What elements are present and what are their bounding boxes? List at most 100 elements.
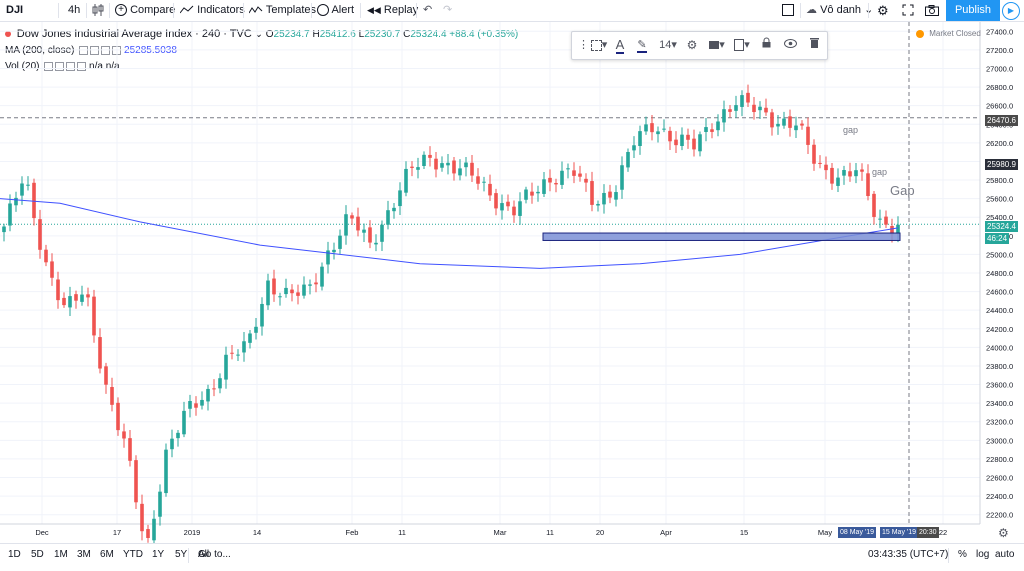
range-button[interactable]: 5D	[31, 549, 44, 560]
play-icon[interactable]: ▶	[1002, 2, 1020, 20]
line-style-button[interactable]: ▾	[588, 37, 610, 53]
publish-button[interactable]: Publish	[946, 0, 1000, 21]
candle-body	[800, 123, 804, 126]
price-tick-label: 22200.0	[986, 511, 1013, 520]
candle-body	[674, 139, 678, 146]
candle-body	[368, 227, 372, 243]
legend-controls[interactable]	[77, 45, 122, 56]
compare-label: Compare	[130, 4, 176, 16]
candle-body	[836, 177, 840, 186]
indicators-icon	[179, 5, 194, 14]
candle-body	[842, 170, 846, 176]
market-status-label: Market Closed	[929, 29, 981, 38]
compare-button[interactable]: + Compare	[115, 0, 175, 21]
candle-body	[140, 503, 144, 532]
candle-body	[218, 378, 222, 389]
candle-body	[344, 214, 348, 236]
alarm-clock-icon	[317, 4, 329, 17]
fullscreen-toggle[interactable]	[782, 0, 794, 21]
alert-button[interactable]: Alert	[317, 0, 354, 21]
candle-body	[284, 287, 288, 295]
visibility-icon[interactable]	[782, 37, 798, 53]
candle-body	[452, 160, 456, 174]
layout-menu-button[interactable]: ☁ Vô danh ⌄	[806, 0, 873, 21]
price-tick-label: 23000.0	[986, 436, 1013, 445]
price-tick-label: 27400.0	[986, 27, 1013, 36]
price-tick-label: 25600.0	[986, 195, 1013, 204]
clock-display[interactable]: 03:43:35 (UTC+7)	[868, 549, 949, 560]
support-zone-rectangle[interactable]	[542, 232, 901, 241]
candle-body	[686, 134, 690, 140]
lock-icon[interactable]	[758, 37, 774, 53]
candle-body	[188, 401, 192, 409]
candle-body	[266, 280, 270, 306]
camera-icon[interactable]	[925, 0, 939, 21]
time-tick-label: 2019	[184, 528, 201, 537]
settings-icon[interactable]: ⚙	[686, 38, 698, 52]
candle-body	[776, 123, 780, 127]
candle-body	[746, 92, 750, 103]
candle-body	[314, 282, 318, 285]
templates-button[interactable]: Templates	[248, 0, 316, 21]
candle-body	[698, 134, 702, 152]
legend-controls[interactable]	[42, 61, 87, 72]
candle-body	[872, 193, 876, 217]
candle-body	[80, 294, 84, 302]
candle-body	[8, 203, 12, 226]
candle-body	[38, 219, 42, 250]
indicators-button[interactable]: Indicators	[179, 0, 245, 21]
toolbar-divider	[86, 3, 87, 18]
range-button[interactable]: 1M	[54, 549, 68, 560]
price-tick-label: 22800.0	[986, 455, 1013, 464]
redo-icon[interactable]: ↷	[443, 4, 453, 16]
candle-body	[182, 410, 186, 435]
candle-body	[440, 163, 444, 168]
legend-high: 25412.6	[319, 29, 356, 40]
range-button[interactable]: 1Y	[152, 549, 165, 560]
candle-body	[98, 337, 102, 369]
candle-body	[350, 215, 354, 219]
font-size-dropdown[interactable]: 14▾	[659, 39, 677, 51]
clone-button[interactable]: ▾	[731, 37, 753, 53]
candle-body	[464, 162, 468, 168]
undo-icon[interactable]: ↶	[423, 4, 433, 16]
range-button[interactable]: 1D	[8, 549, 21, 560]
candle-body	[728, 109, 732, 112]
toolbar-divider	[868, 3, 869, 18]
clone-icon	[734, 39, 745, 52]
text-color-button[interactable]: A	[610, 37, 630, 54]
toolbar-divider	[360, 3, 361, 18]
range-button[interactable]: 6M	[100, 549, 114, 560]
interval-button[interactable]: 4h	[68, 4, 81, 16]
price-tick-label: 24200.0	[986, 325, 1013, 334]
candles-layer	[2, 84, 900, 548]
candle-body	[548, 177, 552, 183]
chart-type-button[interactable]	[92, 0, 104, 21]
trash-icon[interactable]	[806, 37, 822, 53]
goto-button[interactable]: Go to...	[198, 549, 231, 560]
replay-button[interactable]: ◀◀ Replay	[367, 0, 418, 21]
range-button[interactable]: YTD	[123, 549, 143, 560]
candle-body	[290, 289, 294, 294]
range-button[interactable]: All	[198, 549, 210, 560]
gear-icon[interactable]: ⚙	[877, 3, 889, 18]
expand-icon[interactable]	[902, 0, 914, 21]
line-color-button[interactable]: ✎	[632, 37, 652, 53]
range-button[interactable]: 3M	[77, 549, 91, 560]
range-button[interactable]: 5Y	[175, 549, 188, 560]
candle-body	[794, 125, 798, 131]
auto-scale-toggle[interactable]: auto	[995, 549, 1015, 560]
candle-body	[812, 144, 816, 164]
drag-handle-icon[interactable]: ⋮	[578, 39, 589, 51]
chart-settings-gear-icon[interactable]: ⚙	[998, 526, 1009, 540]
time-tick-label: 17	[113, 528, 121, 537]
template-button[interactable]: ▾	[706, 37, 728, 53]
candle-body	[428, 154, 432, 158]
symbol-search-button[interactable]: DJI	[6, 4, 24, 16]
percent-scale-toggle[interactable]: %	[958, 549, 967, 560]
chevron-down-icon: ⌄	[254, 29, 263, 40]
toolbar-divider	[800, 3, 801, 18]
candle-body	[482, 181, 486, 183]
log-scale-toggle[interactable]: log	[976, 549, 990, 560]
